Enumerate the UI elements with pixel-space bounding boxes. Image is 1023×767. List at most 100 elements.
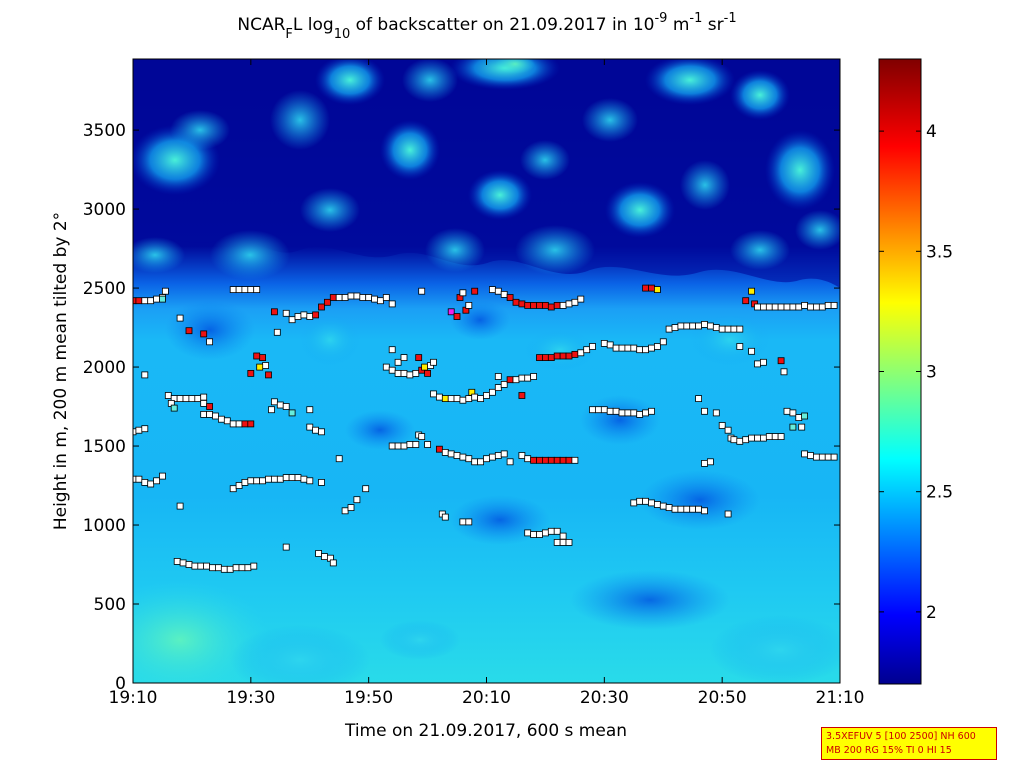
- feature-marker: [789, 423, 797, 431]
- feature-marker: [471, 287, 479, 295]
- colorbar-tick-label: 2.5: [926, 483, 953, 503]
- feature-marker: [671, 324, 679, 332]
- feature-marker: [494, 373, 502, 380]
- feature-marker: [695, 322, 702, 330]
- feature-marker: [182, 395, 190, 403]
- feature-marker: [665, 325, 673, 333]
- feature-marker: [559, 532, 567, 540]
- feature-marker: [164, 392, 172, 399]
- feature-marker: [265, 475, 272, 483]
- feature-marker: [642, 346, 649, 354]
- feature-marker: [712, 324, 720, 332]
- feature-marker: [798, 423, 806, 431]
- feature-marker: [212, 412, 219, 420]
- y-tick-label: 500: [94, 595, 126, 615]
- feature-marker: [323, 298, 331, 306]
- y-tick-label: 2500: [83, 279, 126, 299]
- feature-marker: [724, 426, 732, 434]
- feature-marker: [465, 455, 473, 463]
- feature-marker: [536, 531, 543, 538]
- feature-marker: [400, 354, 408, 362]
- feature-marker: [536, 456, 543, 464]
- feature-marker: [217, 415, 225, 423]
- feature-marker: [824, 301, 832, 309]
- feature-marker: [571, 350, 579, 358]
- feature-marker: [318, 428, 325, 436]
- feature-marker: [353, 292, 361, 300]
- y-axis-label: Height in m, 200 m mean tilted by 2°: [51, 212, 71, 530]
- feature-marker: [559, 456, 567, 464]
- feature-marker: [748, 434, 755, 442]
- feature-marker: [724, 510, 732, 518]
- feature-marker: [247, 420, 255, 428]
- feature-marker: [241, 420, 249, 428]
- feature-marker: [536, 354, 543, 362]
- feature-marker: [780, 368, 788, 376]
- feature-marker: [441, 395, 449, 403]
- feature-marker: [648, 284, 655, 292]
- feature-marker: [559, 539, 567, 546]
- feature-marker: [659, 338, 667, 346]
- feature-marker: [695, 505, 702, 513]
- feature-marker: [771, 433, 779, 441]
- feature-marker: [524, 455, 532, 463]
- feature-marker: [306, 406, 314, 414]
- feature-marker: [400, 442, 408, 450]
- feature-marker: [453, 395, 461, 403]
- feature-marker: [512, 298, 520, 306]
- feature-marker: [400, 369, 408, 377]
- feature-marker: [547, 354, 555, 362]
- feature-marker: [294, 474, 302, 482]
- feature-marker: [807, 303, 814, 311]
- feature-marker: [424, 369, 432, 377]
- feature-marker: [214, 564, 222, 572]
- feature-marker: [135, 426, 143, 434]
- feature-marker: [273, 328, 281, 336]
- feature-marker: [365, 294, 373, 301]
- feature-marker: [760, 303, 767, 311]
- feature-marker: [830, 301, 838, 309]
- feature-marker: [636, 497, 644, 505]
- feature-marker: [612, 344, 620, 352]
- feature-marker: [618, 344, 626, 352]
- feature-marker: [730, 436, 738, 444]
- feature-marker: [518, 392, 526, 399]
- feature-marker: [795, 303, 803, 311]
- x-axis: 19:10 19:30 19:50 20:10 20:30 20:50 21:10: [109, 59, 865, 708]
- feature-marker: [542, 301, 549, 309]
- feature-marker: [789, 303, 797, 311]
- feature-marker: [153, 477, 161, 485]
- feature-marker: [642, 284, 649, 292]
- feature-marker: [542, 354, 549, 362]
- feature-marker: [232, 564, 240, 572]
- feature-marker: [571, 456, 579, 464]
- feature-marker: [689, 505, 697, 513]
- feature-marker: [406, 441, 414, 448]
- feature-marker: [818, 453, 826, 461]
- feature-marker: [483, 392, 490, 399]
- feature-marker: [524, 374, 532, 382]
- feature-marker: [430, 358, 437, 366]
- feature-marker: [494, 287, 502, 295]
- feature-marker: [518, 452, 526, 459]
- feature-marker: [530, 531, 537, 538]
- info-line-2: MB 200 RG 15% TI 0 HI 15: [826, 745, 952, 756]
- feature-marker: [321, 553, 328, 560]
- x-tick-label: 20:10: [462, 688, 511, 708]
- feature-marker: [203, 562, 211, 570]
- feature-marker: [435, 393, 443, 401]
- feature-marker: [583, 346, 591, 354]
- feature-marker: [270, 398, 278, 406]
- feature-marker: [312, 311, 320, 319]
- feature-marker: [553, 352, 561, 360]
- feature-marker: [238, 564, 246, 572]
- feature-marker: [783, 407, 791, 415]
- feature-marker: [677, 505, 685, 513]
- feature-marker: [197, 562, 205, 570]
- feature-marker: [648, 344, 655, 352]
- feature-marker: [488, 453, 496, 461]
- feature-marker: [288, 409, 296, 417]
- feature-marker: [459, 289, 467, 297]
- feature-marker: [553, 301, 561, 309]
- feature-marker: [542, 529, 549, 537]
